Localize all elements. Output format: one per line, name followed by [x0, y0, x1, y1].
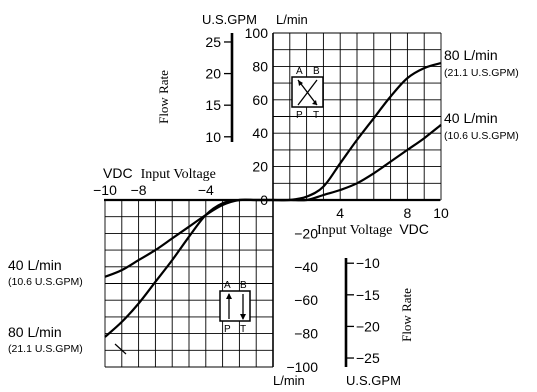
y-unit-left-bottom: L/min	[273, 373, 305, 388]
y-tick-label: 80	[252, 58, 268, 74]
x-tick-label: 8	[404, 205, 412, 221]
svg-text:40 L/min: 40 L/min	[444, 110, 498, 126]
y-tick-label: 60	[252, 92, 268, 108]
svg-text:B: B	[313, 66, 320, 77]
gpm-tick-label: −10	[356, 255, 380, 271]
svg-text:40 L/min: 40 L/min	[8, 257, 62, 273]
series-label-40-upper: 40 L/min (10.6 U.S.GPM)	[444, 110, 519, 142]
flow-rate-label-upper: Flow Rate	[156, 70, 171, 124]
svg-text:T: T	[313, 110, 319, 121]
svg-text:A: A	[224, 280, 231, 291]
y-tick-label: −80	[294, 326, 318, 342]
svg-text:(21.1 U.S.GPM): (21.1 U.S.GPM)	[8, 343, 83, 355]
svg-text:(10.6 U.S.GPM): (10.6 U.S.GPM)	[444, 130, 519, 142]
flow-rate-label-lower: Flow Rate	[399, 288, 414, 342]
x-tick-label: −4	[198, 182, 214, 198]
y-unit-right-top: L/min	[276, 12, 308, 27]
gpm-tick-label: −15	[356, 287, 380, 303]
x-axis-label-right: Input Voltage VDC	[317, 221, 429, 238]
series-line-40	[104, 124, 442, 278]
x-axis-label-left: VDC Input Voltage	[103, 165, 216, 182]
svg-text:P: P	[224, 324, 231, 335]
tick-labels: 100806040200−20−40−60−80−10025201510−10−…	[93, 25, 449, 375]
valve-symbol-lower: A B P T	[219, 280, 251, 335]
svg-text:B: B	[240, 280, 247, 291]
gpm-tick-label: −25	[356, 350, 380, 366]
y-tick-label: 100	[245, 25, 269, 41]
leader-line-80-lower	[114, 343, 127, 355]
svg-text:(10.6 U.S.GPM): (10.6 U.S.GPM)	[8, 276, 83, 288]
svg-text:80 L/min: 80 L/min	[8, 324, 62, 340]
series-label-80-upper: 80 L/min (21.1 U.S.GPM)	[444, 47, 519, 79]
svg-text:A: A	[296, 66, 303, 77]
x-tick-label: 4	[336, 205, 344, 221]
y-tick-label: −20	[294, 225, 318, 241]
y-tick-label: −60	[294, 292, 318, 308]
x-tick-label: 10	[433, 205, 449, 221]
y-tick-label: −40	[294, 259, 318, 275]
gpm-tick-label: 15	[205, 97, 221, 113]
y-tick-label: 20	[252, 159, 268, 175]
gpm-tick-label: −20	[356, 318, 380, 334]
series-curves	[104, 62, 442, 338]
y-tick-label: −100	[286, 359, 318, 375]
y-tick-label: 40	[252, 125, 268, 141]
gpm-tick-label: 25	[205, 34, 221, 50]
valve-symbol-upper: A B P T	[291, 66, 324, 121]
series-label-80-lower: 80 L/min (21.1 U.S.GPM)	[8, 324, 83, 355]
gpm-tick-label: 20	[205, 66, 221, 82]
svg-text:T: T	[240, 324, 246, 335]
y-unit-left-top: U.S.GPM	[202, 12, 257, 27]
x-tick-label: −8	[131, 182, 147, 198]
svg-text:(21.1 U.S.GPM): (21.1 U.S.GPM)	[444, 67, 519, 79]
svg-text:80 L/min: 80 L/min	[444, 47, 498, 63]
svg-text:P: P	[296, 110, 303, 121]
grid-lower	[104, 199, 274, 368]
y-unit-right-bottom: U.S.GPM	[346, 373, 401, 388]
x-tick-label: −10	[93, 182, 117, 198]
gpm-tick-label: 10	[205, 129, 221, 145]
series-label-40-lower: 40 L/min (10.6 U.S.GPM)	[8, 257, 83, 288]
